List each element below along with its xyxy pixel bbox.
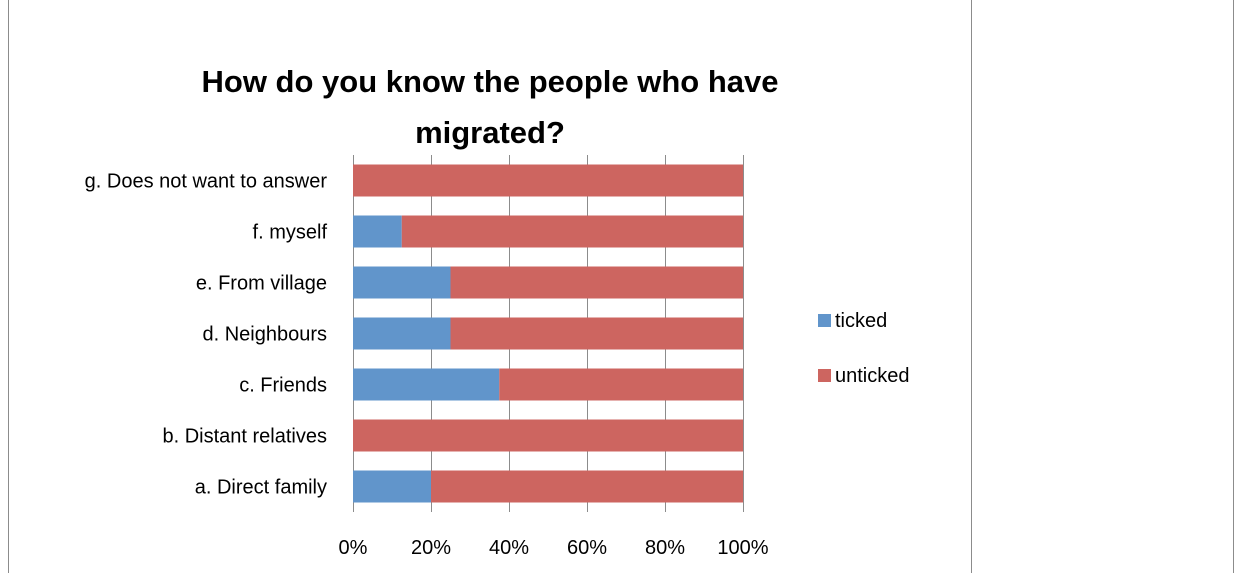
category-label: b. Distant relatives <box>162 426 327 448</box>
chart-title-line-2: migrated? <box>415 115 565 150</box>
bar-unticked <box>353 164 743 197</box>
x-tick-label: 60% <box>567 537 607 559</box>
bar-unticked <box>450 266 743 299</box>
bars <box>353 164 743 503</box>
bar-unticked <box>450 317 743 350</box>
bar-ticked <box>353 317 451 350</box>
category-label: c. Friends <box>239 375 327 397</box>
category-label: e. From village <box>196 273 327 295</box>
category-label: a. Direct family <box>195 477 327 499</box>
bar-unticked <box>431 470 743 503</box>
x-axis-tick-labels: 0% 20% 40% 60% 80% 100% <box>339 537 769 559</box>
legend-label-ticked: ticked <box>835 310 887 332</box>
legend-swatch-ticked <box>818 314 831 327</box>
bar-ticked <box>353 470 431 503</box>
category-label: d. Neighbours <box>202 324 327 346</box>
bar-ticked <box>353 215 402 248</box>
category-label: g. Does not want to answer <box>85 171 328 193</box>
chart-title: How do you know the people who have migr… <box>202 64 779 150</box>
legend-swatch-unticked <box>818 369 831 382</box>
x-tick-label: 20% <box>411 537 451 559</box>
legend-label-unticked: unticked <box>835 365 910 387</box>
chart-title-line-1: How do you know the people who have <box>202 64 779 99</box>
x-tick-label: 100% <box>717 537 768 559</box>
category-label: f. myself <box>253 222 328 244</box>
bar-ticked <box>353 368 500 401</box>
bar-unticked <box>353 419 743 452</box>
bar-ticked <box>353 266 451 299</box>
bar-unticked <box>499 368 743 401</box>
x-tick-label: 80% <box>645 537 685 559</box>
x-tick-label: 40% <box>489 537 529 559</box>
category-labels: a. Direct family b. Distant relatives c. F… <box>85 171 328 499</box>
bar-unticked <box>401 215 743 248</box>
legend: ticked unticked <box>818 310 910 387</box>
page-divider <box>1233 0 1234 573</box>
x-tick-label: 0% <box>339 537 368 559</box>
